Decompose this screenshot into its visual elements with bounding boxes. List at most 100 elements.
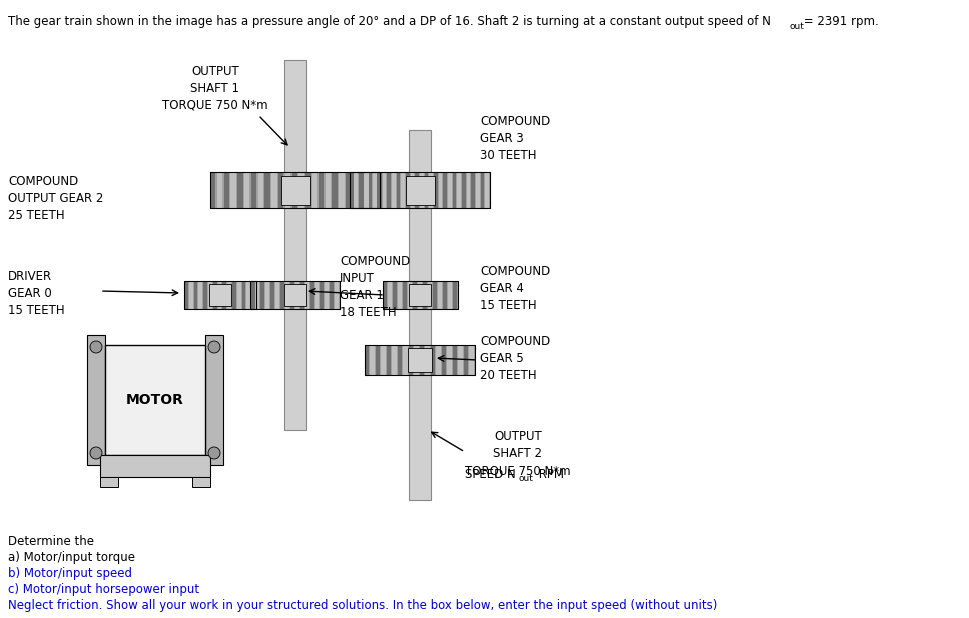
Text: COMPOUND
GEAR 5
20 TEETH: COMPOUND GEAR 5 20 TEETH	[480, 335, 550, 382]
Bar	[383, 281, 387, 308]
Text: OUTPUT
SHAFT 1
TORQUE 750 N*m: OUTPUT SHAFT 1 TORQUE 750 N*m	[162, 65, 267, 112]
Bar	[429, 172, 433, 208]
Bar	[210, 172, 215, 208]
Bar	[285, 281, 289, 308]
Text: = 2391 rpm.: = 2391 rpm.	[800, 15, 879, 28]
Circle shape	[90, 447, 102, 459]
Bar	[208, 281, 212, 308]
Bar	[416, 172, 419, 208]
Text: Neglect friction. Show all your work in your structured solutions. In the box be: Neglect friction. Show all your work in …	[8, 599, 717, 612]
Bar	[251, 281, 255, 308]
Text: a) Motor/input torque: a) Motor/input torque	[8, 551, 135, 564]
Bar	[393, 281, 397, 308]
Bar	[388, 281, 391, 308]
Bar	[458, 345, 463, 375]
Bar	[396, 172, 400, 208]
Bar	[382, 345, 386, 375]
Bar	[434, 172, 438, 208]
Bar	[312, 172, 317, 208]
Bar	[250, 281, 254, 308]
Bar	[406, 176, 435, 205]
Bar	[298, 172, 303, 208]
Bar	[284, 284, 306, 306]
Bar	[305, 172, 310, 208]
Bar	[260, 281, 264, 308]
Bar	[462, 172, 466, 208]
Bar	[278, 172, 283, 208]
Bar	[350, 172, 354, 208]
Bar	[368, 172, 372, 208]
Text: b) Motor/input speed: b) Motor/input speed	[8, 567, 132, 580]
Bar	[184, 281, 188, 308]
Bar	[370, 345, 375, 375]
Bar	[387, 345, 391, 375]
Bar	[471, 172, 475, 208]
Bar	[448, 172, 452, 208]
Text: The gear train shown in the image has a pressure angle of 20° and a DP of 16. Sh: The gear train shown in the image has a …	[8, 15, 771, 28]
Bar	[411, 172, 415, 208]
Bar	[408, 281, 412, 308]
Bar	[373, 172, 377, 208]
Text: out: out	[790, 22, 805, 31]
Circle shape	[90, 341, 102, 353]
Bar	[418, 281, 422, 308]
Bar	[365, 345, 475, 375]
Bar	[192, 477, 210, 487]
Bar	[350, 172, 490, 208]
Text: COMPOUND
GEAR 4
15 TEETH: COMPOUND GEAR 4 15 TEETH	[480, 265, 550, 312]
Bar	[355, 172, 359, 208]
Bar	[217, 172, 222, 208]
Bar	[246, 281, 250, 308]
Bar	[415, 345, 419, 375]
Bar	[373, 172, 379, 208]
Bar	[359, 172, 365, 208]
Bar	[392, 172, 395, 208]
Bar	[408, 348, 432, 372]
Bar	[320, 281, 324, 308]
Bar	[453, 172, 456, 208]
Bar	[271, 172, 276, 208]
Bar	[285, 172, 290, 208]
Bar	[227, 281, 231, 308]
Bar	[275, 281, 279, 308]
Bar	[251, 172, 256, 208]
Bar	[270, 281, 274, 308]
Bar	[443, 281, 447, 308]
Bar	[431, 345, 435, 375]
Bar	[319, 172, 324, 208]
Bar	[100, 455, 210, 477]
Bar	[481, 172, 484, 208]
Bar	[457, 172, 461, 208]
Bar	[290, 281, 294, 308]
Bar	[388, 172, 391, 208]
Bar	[403, 345, 408, 375]
Circle shape	[208, 447, 220, 459]
Bar	[310, 281, 314, 308]
Bar	[205, 335, 223, 465]
Bar	[444, 172, 447, 208]
Bar	[353, 172, 359, 208]
Text: SPEED N: SPEED N	[465, 468, 516, 481]
Bar	[398, 281, 402, 308]
Text: OUTPUT
SHAFT 2
TORQUE 750 N*m: OUTPUT SHAFT 2 TORQUE 750 N*m	[465, 430, 571, 477]
Bar	[265, 172, 269, 208]
Bar	[365, 345, 369, 375]
Bar	[409, 130, 431, 500]
Bar	[258, 172, 263, 208]
Bar	[409, 284, 431, 306]
Bar	[438, 281, 442, 308]
Bar	[250, 281, 340, 308]
Bar	[453, 345, 457, 375]
Bar	[184, 281, 256, 308]
Text: Determine the: Determine the	[8, 535, 94, 548]
Bar	[448, 281, 452, 308]
Bar	[199, 281, 203, 308]
Bar	[305, 281, 309, 308]
Bar	[105, 345, 205, 455]
Bar	[194, 281, 198, 308]
Bar	[350, 172, 490, 208]
Bar	[398, 345, 402, 375]
Text: MOTOR: MOTOR	[126, 393, 184, 407]
Bar	[231, 172, 235, 208]
Bar	[365, 345, 475, 375]
